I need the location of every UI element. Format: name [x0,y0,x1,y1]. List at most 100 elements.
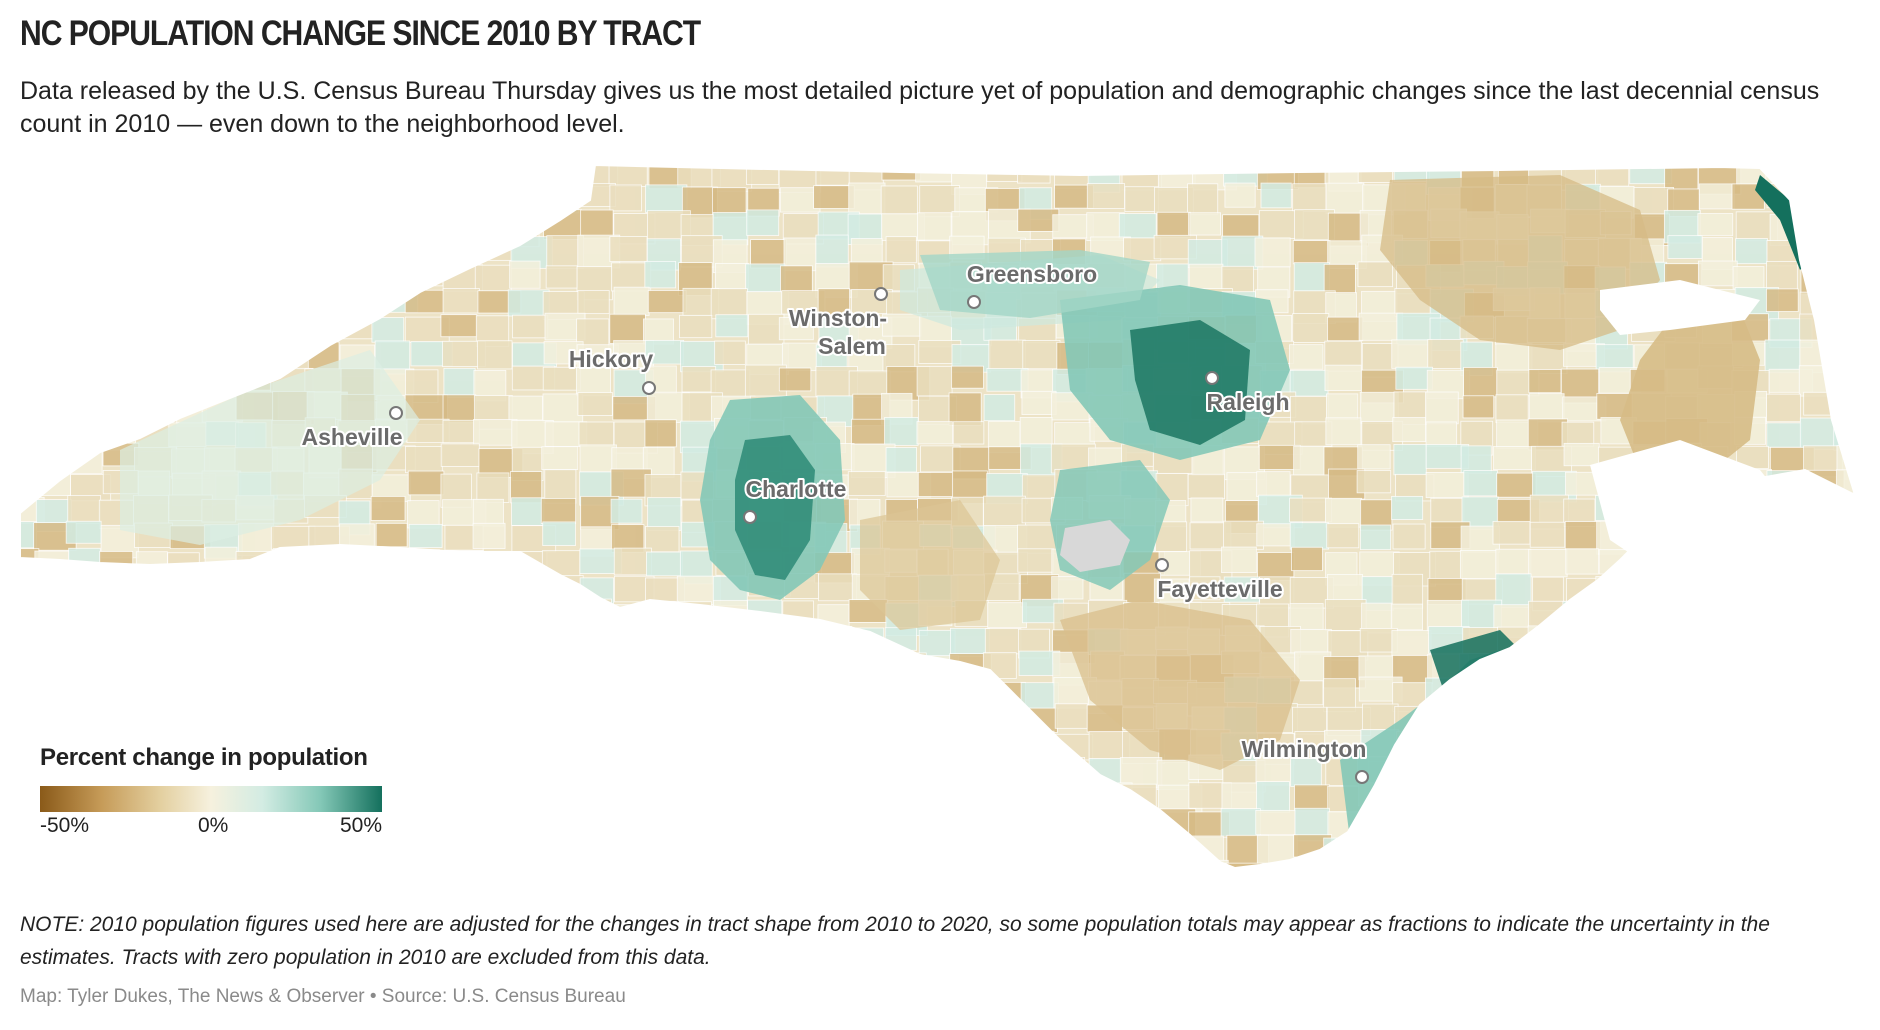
tract-cell [1357,261,1393,288]
tract-cell [1732,266,1765,290]
tract-cell [884,417,919,446]
tract-cell [1736,630,1775,657]
tract-cell [439,627,480,655]
tract-cell [952,703,985,731]
tract-cell [579,444,617,473]
tract-cell [880,185,918,215]
tract-cell [677,759,713,791]
tract-cell [715,809,749,842]
tract-cell [1799,291,1841,317]
tract-cell [1665,601,1708,633]
tract-cell [1633,731,1673,759]
tract-cell [474,731,510,756]
tract-cell [546,707,582,739]
tract-cell [201,861,245,868]
tract-cell [1254,237,1291,268]
tract-cell [1767,757,1802,789]
tract-cell [1088,835,1120,859]
tract-cell [20,186,33,214]
tract-cell [543,165,580,184]
tract-cell [1017,165,1051,184]
tract-cell [1868,236,1880,262]
outer-banks-growth-strip [1755,175,1810,270]
tract-cell [238,652,272,687]
tract-cell [20,574,42,601]
tract-cell [1221,265,1254,296]
tract-cell [1767,859,1809,868]
tract-cell [34,290,78,324]
tract-cell [65,290,109,325]
tract-cell [20,211,30,236]
tract-cell [371,317,405,343]
tract-cell [1561,729,1598,755]
tract-cell [1868,552,1880,583]
tract-cell [138,237,183,267]
tract-cell [268,317,313,345]
tract-cell [1667,651,1702,682]
tract-cell [881,759,919,791]
tract-cell [371,165,408,188]
tract-cell [609,313,646,344]
tract-cell [1566,577,1602,609]
tract-cell [1088,810,1125,837]
tract-cell [20,810,42,835]
tract-cell [137,314,178,348]
tract-cell [543,785,575,820]
tract-cell [31,260,75,296]
tract-cell [916,365,953,397]
tract-cell [645,184,688,213]
tract-cell [882,313,922,337]
tract-cell [1289,369,1329,397]
tract-cell [715,859,755,868]
tract-cell [1667,782,1711,810]
tract-cell [613,547,652,576]
tract-cell [1803,734,1847,761]
tract-cell [509,835,547,866]
tract-cell [273,288,313,317]
tract-cell [1598,861,1634,868]
tract-cell [168,678,210,704]
tract-cell [1667,235,1703,259]
tract-cell [1119,757,1163,788]
tract-cell [102,210,146,243]
tract-cell [272,186,310,211]
tract-cell [816,678,849,714]
tract-cell [1804,523,1839,547]
tract-cell [1632,628,1665,660]
tract-cell [646,760,686,786]
tract-cell [1020,782,1065,815]
tract-cell [376,211,415,244]
tract-cell [20,287,36,312]
tract-cell [477,340,513,370]
tract-cell [918,837,960,868]
tract-cell [304,862,346,868]
tract-cell [1528,704,1565,729]
tract-cell [204,214,237,240]
tract-cell [987,784,1025,809]
tract-cell [986,165,1023,182]
tract-cell [578,860,616,868]
tract-cell [1292,183,1327,212]
tract-cell [438,577,471,610]
tract-cell [541,446,579,470]
tract-cell [136,343,170,371]
tract-cell [1360,524,1392,551]
tract-cell [1836,860,1855,868]
tract-cell [917,862,962,868]
tract-cell [439,732,484,767]
tract-cell [65,183,102,218]
tract-cell [442,235,474,268]
tract-cell [951,730,993,763]
tract-cell [1698,183,1735,210]
tract-cell [1629,602,1667,630]
tract-cell [1699,625,1742,657]
tract-cell [614,625,658,654]
tract-cell [35,651,73,685]
tract-cell [610,837,648,864]
tract-cell [542,836,576,865]
tract-cell [779,757,821,792]
credit-line: Map: Tyler Dukes, The News & Observer • … [20,986,626,1007]
tract-cell [169,265,204,290]
tract-cell [20,264,33,292]
tract-cell [1736,703,1768,734]
